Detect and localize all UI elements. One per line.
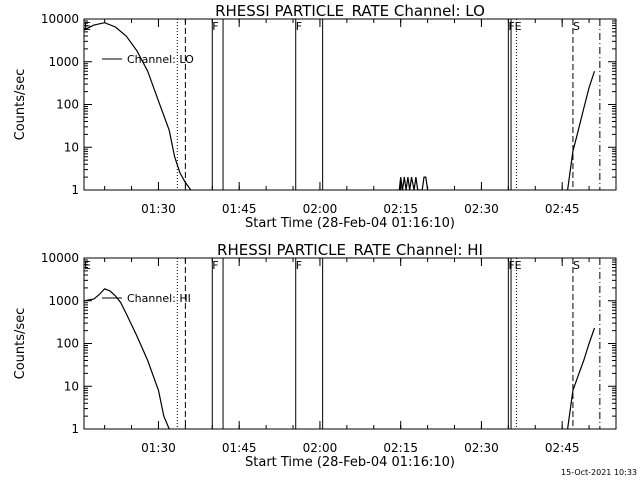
x-tick-label: 02:00 (303, 202, 338, 216)
chart-panel-1: RHESSI PARTICLE_RATE Channel: LO 1 10 100 10… (13, 2, 617, 231)
x-tick-label: 02:15 (383, 202, 418, 216)
event-marker-label: S (573, 20, 580, 33)
x-tick-label: 02:00 (303, 441, 338, 455)
x-tick-label: 01:30 (141, 441, 176, 455)
x-tick-label: 01:30 (141, 202, 176, 216)
y-tick-label: 1000 (48, 294, 79, 308)
event-marker-label: F (296, 20, 302, 33)
y-tick-label: 1000 (48, 55, 79, 69)
x-tick-label: 02:30 (464, 441, 499, 455)
x-axis-label: Start Time (28-Feb-04 01:16:10) (245, 455, 455, 470)
chart-title: RHESSI PARTICLE_RATE Channel: LO (215, 2, 485, 21)
x-tick-label: 02:45 (545, 441, 580, 455)
footer-timestamp: 15-Oct-2021 10:33 (561, 468, 637, 477)
chart-panel-2: RHESSI PARTICLE_RATE Channel: HI 1 10 100 10… (13, 241, 617, 470)
event-marker-label: FE (508, 259, 521, 272)
x-axis-label: Start Time (28-Feb-04 01:16:10) (245, 216, 455, 231)
x-tick-label: 02:15 (383, 441, 418, 455)
y-tick-label: 1 (71, 422, 79, 436)
y-tick-label: 1 (71, 183, 79, 197)
y-tick-label: 10 (64, 379, 79, 393)
legend-label: Channel: LO (127, 53, 194, 66)
legend-label: Channel: HI (127, 292, 191, 305)
event-marker-label: F (296, 259, 302, 272)
series-line-1 (84, 288, 170, 429)
y-tick-label: 10000 (41, 12, 79, 26)
y-tick-label: 10000 (41, 251, 79, 265)
event-marker-label: F (212, 20, 218, 33)
y-tick-label: 10 (64, 140, 79, 154)
x-tick-label: 02:30 (464, 202, 499, 216)
x-tick-label: 01:45 (222, 441, 257, 455)
series-line-2 (567, 327, 596, 429)
chart-title: RHESSI PARTICLE_RATE Channel: HI (217, 241, 483, 260)
y-tick-label: 100 (56, 337, 79, 351)
event-marker-label: S (573, 259, 580, 272)
event-marker-label: E (84, 20, 91, 33)
x-tick-label: 02:45 (545, 202, 580, 216)
y-axis-label: Counts/sec (13, 308, 28, 380)
event-marker-label: E (84, 259, 91, 272)
event-marker-label: FE (508, 20, 521, 33)
series-line-2 (398, 176, 429, 190)
event-marker-label: F (212, 259, 218, 272)
y-axis-label: Counts/sec (13, 69, 28, 141)
y-tick-label: 100 (56, 98, 79, 112)
series-line-3 (567, 71, 596, 190)
series-line-1 (84, 22, 192, 190)
x-tick-label: 01:45 (222, 202, 257, 216)
